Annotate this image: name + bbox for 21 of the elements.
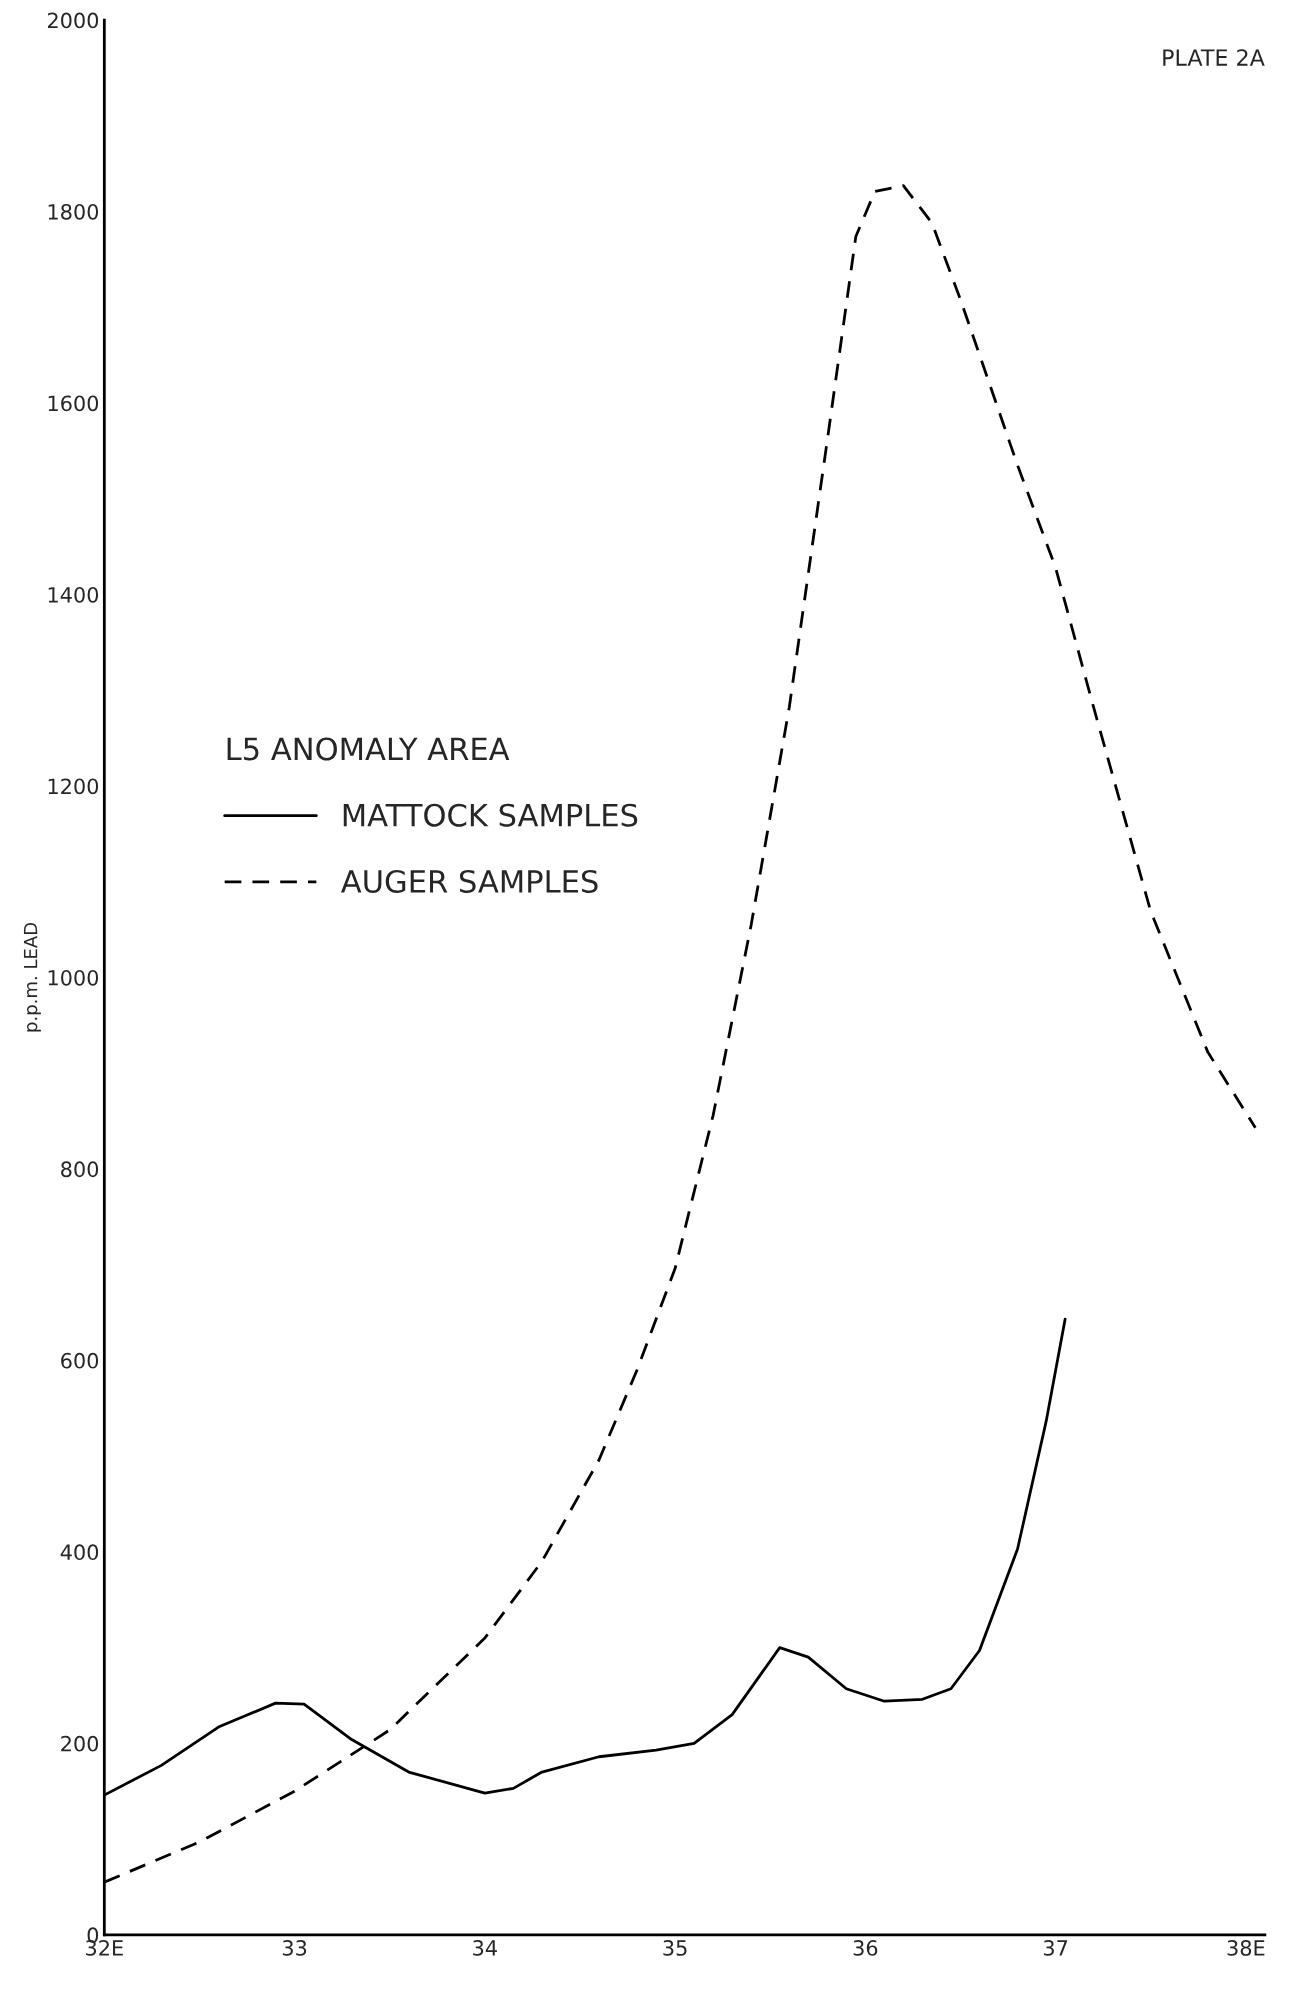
y-tick-label: 2000 bbox=[47, 12, 99, 29]
y-tick-label: 800 bbox=[61, 1161, 99, 1178]
annotation: PLATE 2A bbox=[1163, 49, 1265, 66]
x-tick-label: 33 bbox=[282, 1940, 307, 1956]
y-tick-label: 400 bbox=[60, 1544, 99, 1561]
y-axis-title: p.p.m. LEAD bbox=[23, 922, 41, 1032]
y-tick-label: 600 bbox=[61, 1352, 99, 1369]
x-tick-label: 36 bbox=[853, 1940, 878, 1956]
legend-title: L5 ANOMALY AREA bbox=[227, 737, 510, 761]
x-tick-label: 38E bbox=[1227, 1940, 1265, 1956]
x-tick-label: 34 bbox=[473, 1940, 497, 1956]
y-tick-label: 1400 bbox=[48, 586, 99, 603]
y-tick-label: 1600 bbox=[48, 395, 99, 412]
legend-label: AUGER SAMPLES bbox=[341, 869, 598, 893]
y-tick-label: 1000 bbox=[48, 969, 99, 986]
y-tick-label: 200 bbox=[61, 1735, 99, 1752]
legend-label: MATTOCK SAMPLES bbox=[343, 803, 638, 827]
x-tick-label: 35 bbox=[663, 1940, 687, 1956]
y-tick-label: 1200 bbox=[48, 778, 99, 795]
y-tick-label: 1800 bbox=[48, 203, 99, 220]
x-tick-label: 37 bbox=[1043, 1940, 1068, 1956]
